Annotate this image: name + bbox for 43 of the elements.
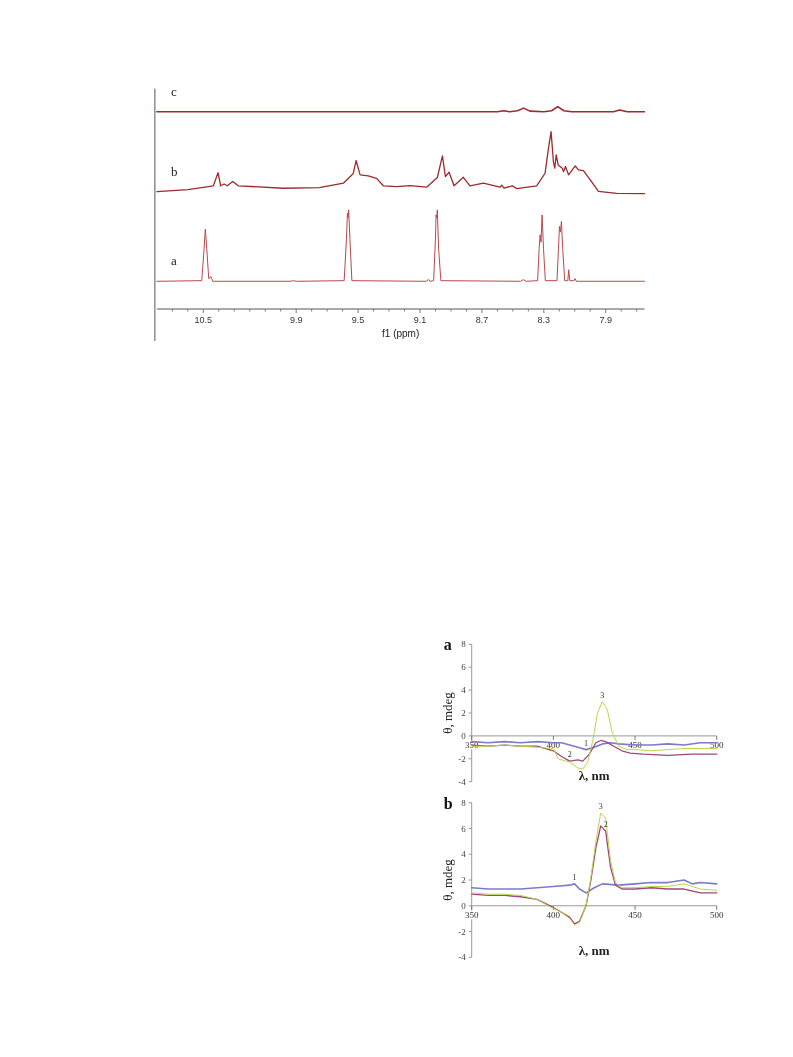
y-tick-label: 4	[461, 849, 467, 860]
y-tick-label: 8	[461, 639, 467, 650]
x-axis-title: λ, nm	[578, 767, 610, 783]
series-label: a	[170, 253, 177, 269]
x-tick-label: 9.9	[289, 315, 303, 325]
x-tick-label: 400	[546, 909, 561, 920]
y-tick-label: 2	[461, 708, 466, 719]
annotation: 2	[603, 820, 608, 830]
x-tick-label: 8.7	[475, 315, 489, 325]
y-tick-label: -2	[458, 753, 466, 764]
y-tick-label: 0	[461, 731, 467, 742]
x-tick-label: 9.5	[351, 315, 365, 325]
y-tick-label: 0	[461, 900, 467, 911]
chart-title: a	[443, 636, 452, 654]
x-tick-label: 350	[464, 909, 479, 920]
y-axis-title: θ, mdeg	[439, 858, 455, 901]
y-tick-label: 8	[461, 797, 467, 808]
annotation: 3	[600, 690, 605, 700]
x-tick-label: 10.5	[194, 315, 213, 325]
y-axis-title: θ, mdeg	[439, 691, 455, 734]
annotation: 3	[598, 802, 603, 812]
line-series	[470, 879, 718, 894]
annotation: 1	[584, 738, 589, 748]
x-axis-title: λ, nm	[578, 943, 610, 959]
chart-title: b	[443, 794, 453, 812]
y-tick-label: -4	[458, 952, 467, 963]
y-tick-label: 4	[461, 685, 467, 696]
x-tick-label: 450	[628, 909, 643, 920]
x-tick-label: 500	[709, 909, 724, 920]
y-tick-label: 2	[461, 875, 466, 886]
series-label: b	[170, 163, 178, 179]
x-tick-label: 350	[464, 739, 479, 750]
x-tick-label: 8.3	[537, 315, 551, 325]
annotation: 2	[567, 750, 572, 760]
y-tick-label: -2	[458, 926, 466, 937]
x-tick-label: 9.1	[413, 315, 427, 325]
y-tick-label: 6	[461, 662, 467, 673]
x-axis-title: f1 (ppm)	[382, 328, 420, 339]
y-tick-label: -4	[458, 776, 467, 787]
annotation: 1	[572, 872, 577, 882]
series-label: c	[170, 83, 177, 99]
x-tick-label: 7.9	[599, 315, 612, 325]
y-tick-label: 6	[461, 823, 467, 834]
